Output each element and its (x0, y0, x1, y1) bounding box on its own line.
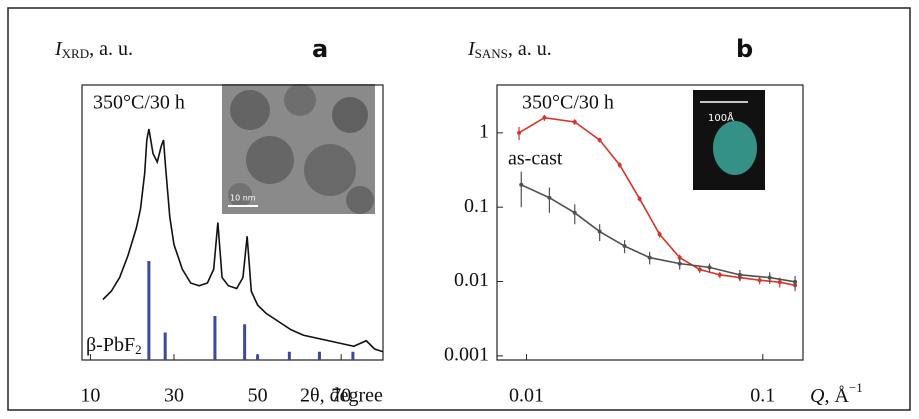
data-point (767, 275, 772, 280)
reference-stick (213, 316, 217, 360)
data-point (617, 162, 622, 167)
reference-stick (317, 351, 321, 360)
y-label-symbol: I (467, 38, 476, 60)
panel-label: b (736, 35, 753, 63)
data-point (519, 182, 524, 187)
data-line (518, 116, 796, 287)
x-label-superscript: −1 (849, 380, 863, 395)
x-tick-label: 10 (80, 385, 100, 407)
x-axis-label: 2θ, degree (300, 385, 383, 407)
data-point (707, 265, 712, 270)
figure-border (7, 7, 911, 411)
reference-stick (256, 354, 260, 360)
y-label-subscript: XRD (62, 46, 89, 61)
x-label-symbol: Q (810, 385, 825, 407)
x-tick-label: 0.1 (750, 385, 775, 407)
data-point (542, 115, 547, 120)
y-label-unit: , a. u. (89, 38, 133, 60)
y-tick-label: 0.01 (454, 269, 489, 291)
y-label-unit: , a. u. (508, 38, 552, 60)
data-point (597, 229, 602, 234)
reference-label: β-PbF2 (86, 334, 142, 357)
x-tick-label: 0.01 (509, 385, 544, 407)
data-point (597, 138, 602, 143)
reference-stick (243, 324, 247, 360)
reference-stick (351, 351, 355, 360)
series-label: as-cast (508, 148, 563, 170)
y-axis-label: ISANS, a. u. (467, 38, 552, 61)
data-point (717, 272, 722, 277)
annotation: 350°C/30 h (93, 92, 185, 114)
reference-label-text: β-PbF (86, 334, 135, 356)
plot-frame (81, 84, 384, 361)
reference-stick (147, 261, 151, 360)
data-point (677, 261, 682, 266)
data-point (677, 255, 682, 260)
reference-stick (287, 351, 291, 360)
x-axis-label: Q, Å−1 (810, 380, 863, 407)
y-label-symbol: I (54, 38, 63, 60)
data-point (572, 119, 577, 124)
y-tick-label: 0.1 (464, 195, 489, 217)
reference-label-subscript: 2 (135, 342, 142, 357)
data-point (697, 267, 702, 272)
data-point (757, 278, 762, 283)
plot-frame (496, 84, 804, 361)
data-line (102, 128, 384, 353)
data-point (637, 196, 642, 201)
data-point (777, 280, 782, 285)
data-point (737, 272, 742, 277)
data-point (657, 232, 662, 237)
panel-label: a (312, 35, 328, 63)
data-point (572, 210, 577, 215)
reference-stick (163, 332, 167, 360)
series-label: 350°C/30 h (522, 92, 614, 114)
sans-inset: 100Å (693, 90, 765, 190)
data-point (547, 195, 552, 200)
x-label-unit: , Å (824, 385, 849, 407)
data-point (647, 255, 652, 260)
x-tick-label: 30 (164, 385, 184, 407)
y-label-subscript: SANS (475, 46, 508, 61)
data-point (622, 244, 627, 249)
inset-scale-label: 10 nm (230, 194, 256, 203)
data-point (793, 279, 798, 284)
y-tick-label: 1 (479, 120, 489, 142)
inset-scale-label: 100Å (708, 111, 734, 124)
y-tick-label: 0.001 (444, 343, 489, 365)
y-axis-label: IXRD, a. u. (54, 38, 133, 61)
x-tick-label: 70 (331, 385, 351, 407)
x-tick-label: 50 (248, 385, 268, 407)
data-point (517, 130, 522, 135)
tem-inset: 10 nm (222, 84, 375, 214)
